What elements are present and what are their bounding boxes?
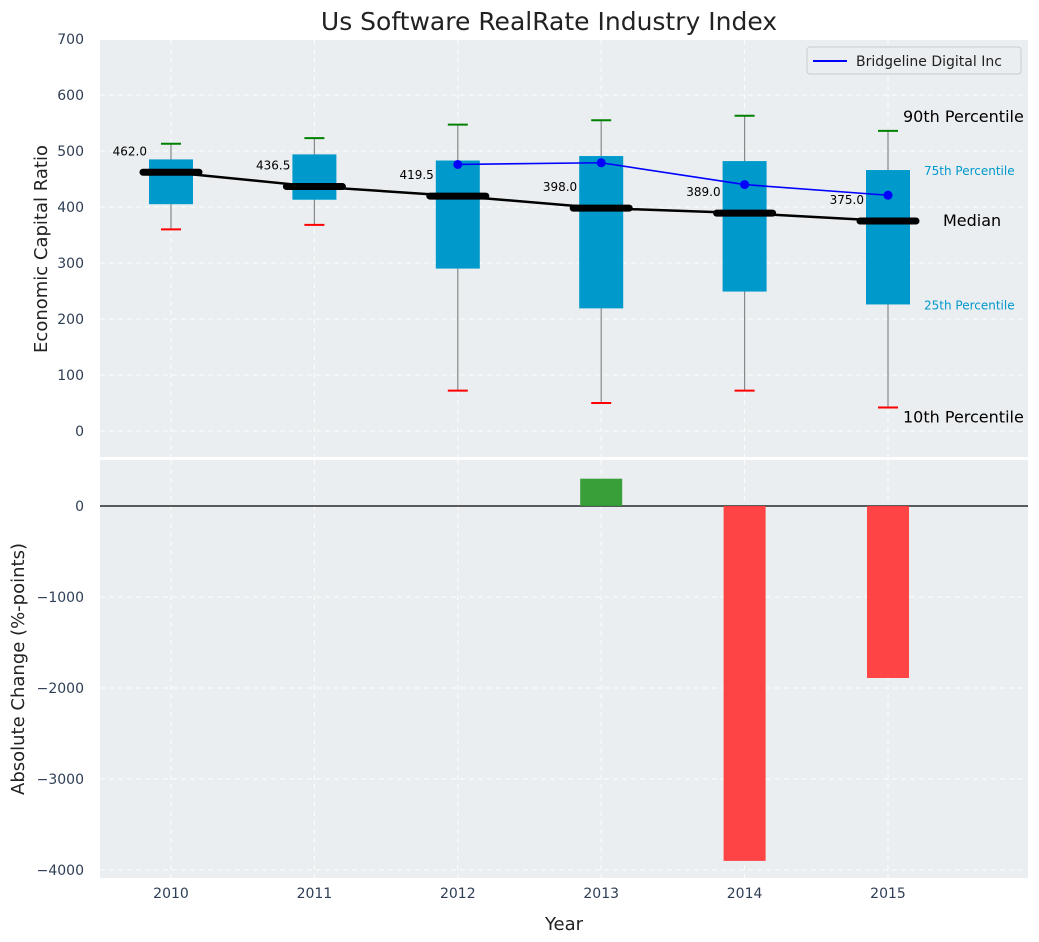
bottom-y-ticks: 0 −1000 −2000 −3000 −4000 [37, 499, 84, 879]
series-point [883, 190, 893, 200]
top-y-tick-label: 300 [57, 256, 84, 272]
median-value-label: 419.5 [399, 168, 433, 182]
change-bars [580, 478, 909, 861]
box-iqr [579, 156, 624, 309]
box-iqr [149, 159, 193, 205]
x-tick-label: 2015 [870, 886, 906, 902]
median-trend-line [170, 171, 889, 223]
x-tick-label: 2012 [440, 886, 476, 902]
chart-title: Us Software RealRate Industry Index [321, 7, 777, 36]
top-y-tick-label: 600 [57, 88, 84, 104]
box-iqr [866, 170, 910, 305]
x-ticks: 2010 2011 2012 2013 2014 2015 [153, 886, 906, 902]
change-bar [723, 506, 766, 861]
top-y-tick-label: 500 [57, 144, 84, 160]
p10-annotation: 10th Percentile [903, 407, 1024, 426]
bottom-y-tick-label: −4000 [37, 863, 84, 879]
median-value-label: 389.0 [686, 185, 720, 199]
legend-label: Bridgeline Digital Inc [856, 54, 1002, 70]
bottom-panel-grid [100, 460, 1028, 878]
top-y-tick-label: 100 [57, 368, 84, 384]
top-y-ticks: 0 100 200 300 400 500 600 700 [57, 32, 84, 440]
median-value-label: 398.0 [543, 180, 577, 194]
box-iqr [435, 160, 480, 269]
p25-annotation: 25th Percentile [924, 298, 1015, 312]
p75-annotation: 75th Percentile [924, 164, 1015, 178]
x-axis-label: Year [544, 914, 584, 935]
bridgeline-series [453, 158, 893, 200]
median-value-label: 375.0 [830, 193, 864, 207]
box-iqr [292, 154, 337, 200]
top-y-axis-label: Economic Capital Ratio [31, 145, 52, 353]
change-bar [580, 478, 623, 506]
bottom-y-tick-label: −2000 [37, 681, 84, 697]
bottom-y-tick-label: 0 [75, 499, 84, 515]
top-y-tick-label: 200 [57, 312, 84, 328]
legend-box [806, 46, 1022, 75]
series-point [453, 159, 463, 169]
x-tick-label: 2010 [153, 886, 189, 902]
percentile-annotations: 90th Percentile 75th Percentile Median 25th… [903, 107, 1024, 427]
median-value-label: 436.5 [256, 159, 290, 173]
median-value-label: 462.0 [113, 144, 147, 158]
bottom-y-tick-label: −3000 [37, 772, 84, 788]
series-point [740, 180, 750, 190]
x-tick-label: 2011 [297, 886, 333, 902]
p90-annotation: 90th Percentile [903, 107, 1024, 126]
x-tick-label: 2014 [727, 886, 763, 902]
legend: Bridgeline Digital Inc [806, 46, 1022, 75]
median-trend [170, 171, 889, 223]
series-line [457, 161, 889, 197]
top-y-tick-label: 0 [75, 424, 84, 440]
top-y-tick-label: 400 [57, 200, 84, 216]
x-tick-label: 2013 [583, 886, 619, 902]
top-y-tick-label: 700 [57, 32, 84, 48]
series-point [596, 158, 606, 168]
bottom-y-tick-label: −1000 [37, 590, 84, 606]
median-annotation: Median [943, 211, 1001, 230]
change-bar [867, 506, 909, 678]
bottom-y-axis-label: Absolute Change (%-points) [8, 543, 29, 795]
